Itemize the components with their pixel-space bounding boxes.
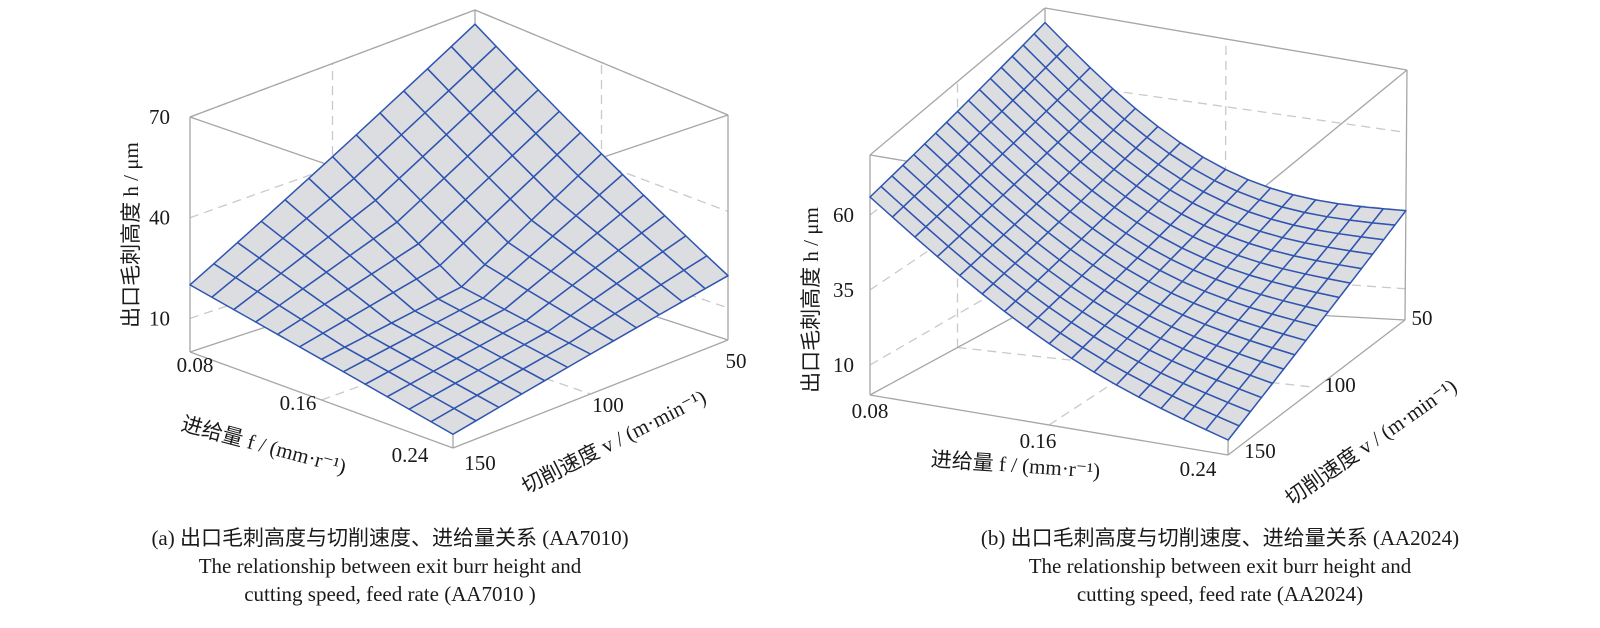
x-tick-label: 0.16 xyxy=(280,391,317,415)
chart-panel-a: 10 40 70 0.08 0.16 0.24 150 100 50 出口毛刺高度 h / μm 进… xyxy=(100,9,747,608)
caption-b-en-line1: The relationship between exit burr heigh… xyxy=(1028,554,1412,578)
z-axis-label: 出口毛刺高度 h / μm xyxy=(119,142,143,328)
y-tick-label: 100 xyxy=(1324,373,1356,397)
y-tick-label: 100 xyxy=(592,393,624,417)
caption-b: (b) 出口毛刺高度与切削速度、进给量关系 (AA2024) The relat… xyxy=(910,524,1530,608)
axis-box-edge xyxy=(452,339,729,449)
y-tick-label: 50 xyxy=(726,349,747,373)
caption-a-en-line1: The relationship between exit burr heigh… xyxy=(198,554,582,578)
axis-box-edge xyxy=(1044,7,1408,71)
caption-a-cn: (a) 出口毛刺高度与切削速度、进给量关系 (AA7010) xyxy=(151,526,629,550)
axis-box-edge xyxy=(189,9,476,118)
axis-box-edge xyxy=(189,351,454,449)
z-tick-label: 35 xyxy=(833,278,854,302)
z-tick-label: 60 xyxy=(833,203,854,227)
y-tick-label: 50 xyxy=(1412,306,1433,330)
surface-plot-a: 10 40 70 0.08 0.16 0.24 150 100 50 出口毛刺高度 h / μm 进… xyxy=(119,9,747,499)
caption-a: (a) 出口毛刺高度与切削速度、进给量关系 (AA7010) The relat… xyxy=(100,524,680,608)
axis-box-edge xyxy=(1404,69,1408,321)
x-tick-label: 0.08 xyxy=(852,399,889,423)
axis-box-edge xyxy=(474,9,729,116)
chart-panel-b: 10 35 60 0.08 0.16 0.24 150 100 50 出口毛刺高度 h / μm 进… xyxy=(800,0,1600,628)
x-tick-label: 0.08 xyxy=(177,353,214,377)
x-tick-label: 0.16 xyxy=(1020,429,1057,453)
caption-b-en-line2: cutting speed, feed rate (AA2024) xyxy=(1076,582,1364,606)
z-tick-label: 40 xyxy=(149,206,170,230)
caption-b-cn: (b) 出口毛刺高度与切削速度、进给量关系 (AA2024) xyxy=(980,526,1460,550)
surface-mesh-cell xyxy=(430,407,477,436)
axis-box-edge xyxy=(869,394,1229,456)
x-axis-label: 进给量 f / (mm·r⁻¹) xyxy=(930,447,1101,483)
surface-mesh-cell xyxy=(1205,415,1240,441)
y-tick-label: 150 xyxy=(1244,439,1276,463)
x-tick-label: 0.24 xyxy=(392,443,429,467)
axis-box-edge xyxy=(1227,319,1406,456)
caption-a-en-line2: cutting speed, feed rate (AA7010 ) xyxy=(244,582,536,606)
x-axis-label: 进给量 f / (mm·r⁻¹) xyxy=(179,412,349,479)
z-tick-label: 10 xyxy=(149,306,170,330)
y-tick-label: 150 xyxy=(464,451,496,475)
axis-box-edge xyxy=(869,7,1046,156)
z-axis-label: 出口毛刺高度 h / μm xyxy=(800,207,823,393)
z-tick-label: 70 xyxy=(149,105,170,129)
z-tick-label: 10 xyxy=(833,353,854,377)
surface-plot-b: 10 35 60 0.08 0.16 0.24 150 100 50 出口毛刺高度 h / μm 进… xyxy=(800,7,1461,510)
x-tick-label: 0.24 xyxy=(1180,457,1217,481)
